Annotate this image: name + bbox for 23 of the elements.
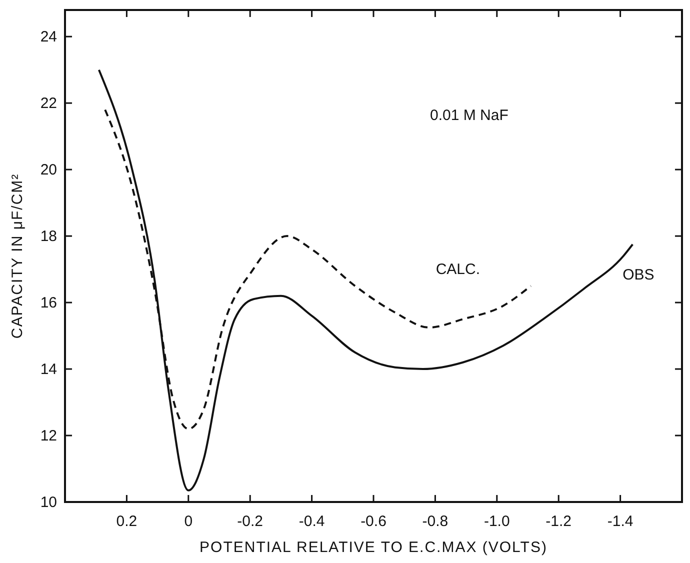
x-tick-label: -0.2 — [237, 513, 264, 530]
x-tick-label: -0.4 — [298, 513, 325, 530]
y-tick-label: 24 — [40, 28, 57, 46]
y-tick-label: 12 — [40, 428, 57, 445]
x-tick-label: 0 — [184, 513, 193, 530]
y-tick-label: 10 — [40, 494, 57, 511]
x-tick-label: -1.2 — [546, 513, 572, 530]
y-tick-label: 22 — [40, 95, 57, 112]
y-tick-label: 18 — [40, 228, 57, 246]
y-tick-label: 14 — [40, 361, 57, 378]
y-tick-label: 16 — [40, 294, 57, 312]
annotation: 0.01 M NaF — [430, 107, 508, 124]
series-label: OBS — [622, 266, 654, 284]
line-series — [104, 108, 532, 430]
text: CALC. — [436, 260, 480, 278]
x-tick-label: -1.0 — [484, 513, 510, 530]
x-tick-label: -0.6 — [360, 513, 386, 530]
y-tick-label: 20 — [40, 162, 57, 179]
x-tick-label: -0.8 — [422, 513, 448, 530]
x-tick-label: -1.4 — [607, 513, 634, 530]
y-axis-title: CAPACITY IN μF/CM² — [9, 173, 26, 339]
x-axis-title: POTENTIAL RELATIVE TO E.C.MAX (VOLTS) — [200, 539, 548, 556]
x-tick-label: 0.2 — [116, 513, 138, 530]
